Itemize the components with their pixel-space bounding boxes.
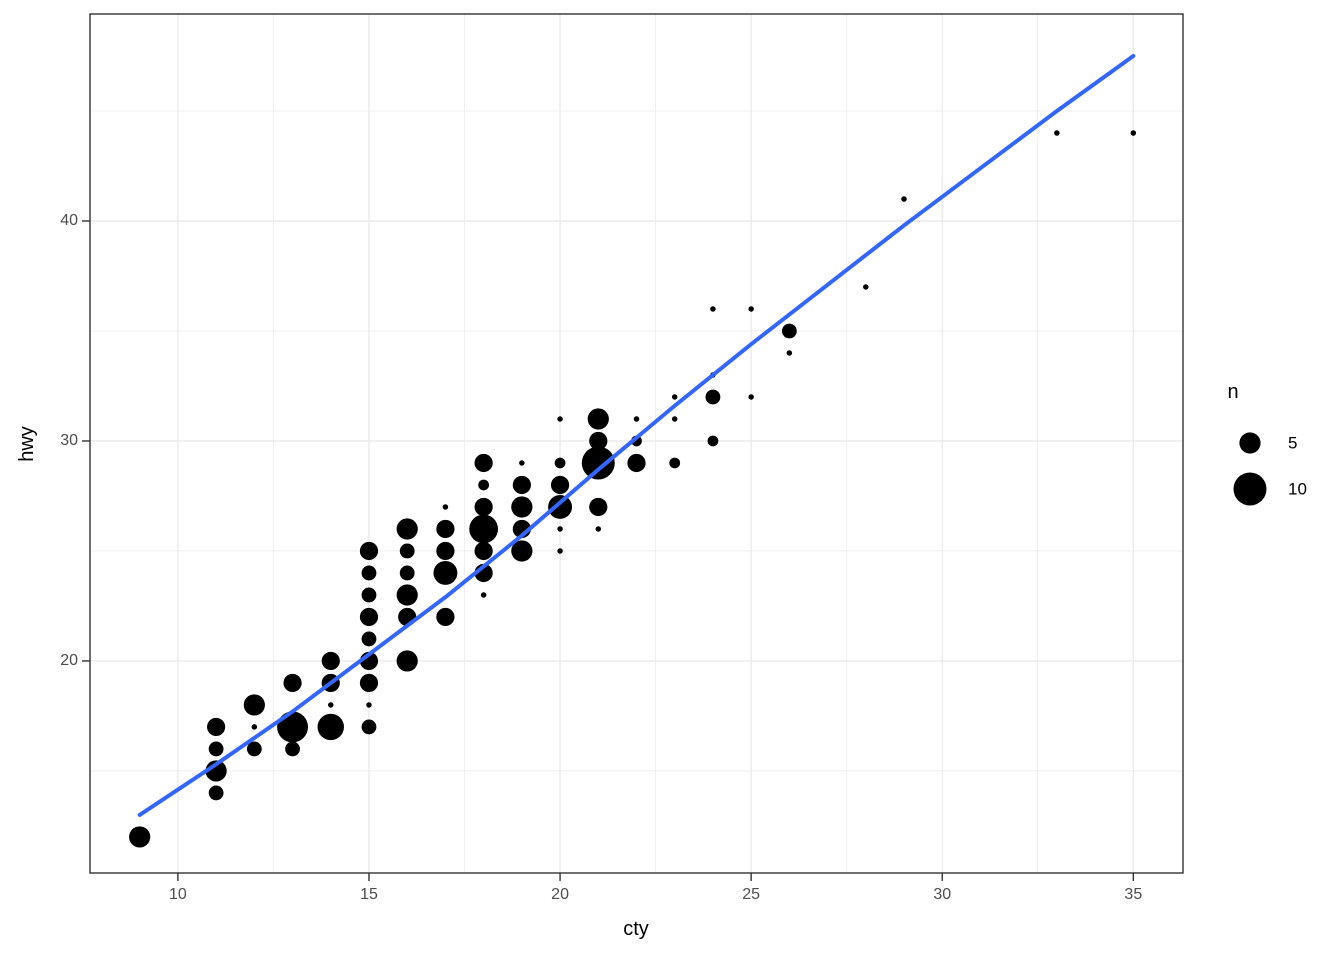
data-point: [595, 526, 602, 532]
data-point: [589, 431, 608, 451]
data-point: [129, 826, 151, 848]
x-tick-label: 20: [551, 886, 569, 903]
data-point: [781, 323, 797, 339]
y-tick-label: 30: [60, 431, 78, 449]
data-point: [442, 504, 449, 510]
data-point: [436, 541, 455, 561]
data-point: [557, 526, 563, 532]
data-point: [587, 408, 609, 430]
smooth-line: [137, 54, 1136, 817]
data-point: [246, 741, 262, 757]
data-point: [433, 560, 458, 585]
data-point: [511, 496, 533, 518]
data-point: [707, 435, 719, 447]
data-point: [474, 453, 493, 473]
x-tick-label: 35: [1124, 886, 1143, 903]
data-point: [748, 394, 754, 400]
data-point: [512, 475, 531, 495]
data-point: [208, 785, 224, 801]
data-point: [705, 389, 721, 405]
legend-label-5: 5: [1288, 433, 1298, 453]
legend-key-circle: [1239, 432, 1261, 454]
data-point: [396, 584, 418, 606]
data-point: [519, 460, 525, 466]
data-point: [359, 541, 379, 561]
data-point: [671, 394, 678, 400]
legend-key-circle: [1233, 472, 1267, 506]
y-tick-label: 40: [60, 211, 78, 229]
data-point: [669, 457, 681, 469]
x-tick-label: 25: [742, 886, 761, 903]
x-tick-label: 10: [168, 886, 187, 903]
data-point: [399, 543, 415, 559]
data-point: [474, 497, 493, 517]
data-point: [554, 457, 566, 469]
data-point: [285, 741, 300, 757]
data-point: [480, 592, 487, 598]
data-point: [328, 702, 334, 708]
data-point: [1054, 130, 1060, 136]
y-tick-label: 20: [60, 651, 78, 669]
data-point: [863, 284, 869, 290]
data-point: [317, 713, 344, 741]
data-point: [361, 631, 377, 647]
data-point: [207, 717, 226, 737]
y-axis-title: hwy: [16, 426, 38, 462]
data-point: [361, 565, 377, 581]
data-point: [581, 446, 615, 480]
data-point: [361, 719, 377, 735]
data-point: [399, 565, 415, 581]
data-point: [474, 541, 493, 561]
data-point: [361, 587, 377, 603]
data-point: [478, 479, 490, 491]
data-point: [396, 650, 418, 672]
data-point: [550, 475, 570, 495]
data-point: [277, 711, 309, 743]
data-point: [589, 497, 608, 517]
panel-border: [89, 13, 1184, 874]
data-point: [366, 702, 372, 708]
x-tick-label: 30: [933, 886, 952, 903]
data-point: [710, 306, 716, 312]
data-point: [901, 196, 907, 202]
x-axis-title: cty: [623, 918, 649, 940]
data-point: [548, 494, 573, 519]
data-point: [359, 607, 379, 627]
data-point: [469, 514, 499, 544]
data-point: [359, 673, 379, 693]
legend-title: n: [1227, 381, 1239, 403]
data-point: [1130, 130, 1137, 136]
data-point: [748, 306, 754, 312]
data-point: [627, 453, 646, 473]
data-point: [208, 741, 224, 757]
data-point: [283, 673, 302, 693]
legend-label-10: 10: [1288, 479, 1307, 499]
data-point: [321, 651, 340, 671]
data-point: [557, 548, 563, 554]
data-point: [786, 350, 793, 356]
data-point: [671, 416, 678, 422]
data-point: [436, 519, 455, 539]
data-point: [396, 518, 418, 540]
x-tick-label: 15: [360, 886, 378, 903]
data-point: [251, 724, 258, 730]
data-point: [511, 540, 533, 562]
data-point: [633, 416, 640, 422]
data-point: [243, 694, 265, 716]
data-point: [557, 416, 563, 422]
data-point: [436, 607, 455, 627]
